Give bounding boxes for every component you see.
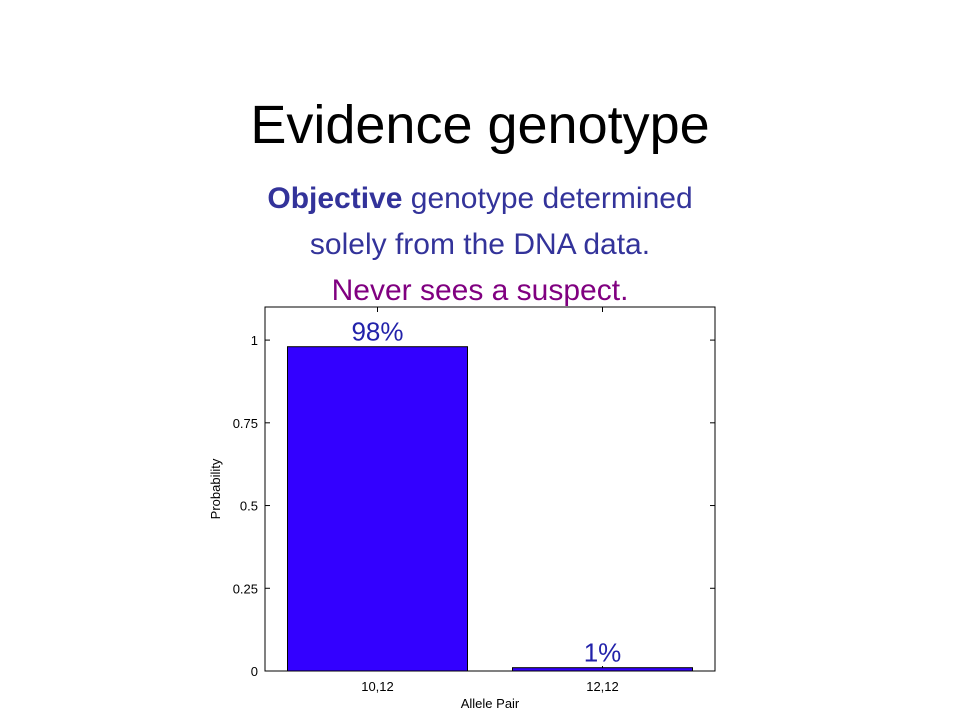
y-tick-label: 1 — [251, 333, 258, 348]
subtitle-line-3: Never sees a suspect. — [331, 274, 629, 307]
slide-title: Evidence genotype — [250, 95, 710, 155]
y-tick-label: 0.75 — [233, 416, 258, 431]
y-tick-label: 0.5 — [240, 499, 258, 514]
bar — [512, 667, 693, 672]
x-axis: 10,12 12,12 — [361, 307, 619, 694]
y-tick-label: 0.25 — [233, 581, 258, 596]
x-tick-label: 10,12 — [361, 679, 394, 694]
subtitle-emphasis-word: Objective — [267, 182, 403, 215]
y-tick-label: 0 — [251, 664, 258, 679]
plot-frame — [264, 306, 716, 672]
x-axis-label: Allele Pair — [461, 696, 520, 711]
bar — [287, 346, 468, 672]
subtitle-line-1-rest: genotype determined — [402, 182, 693, 215]
y-axis: 0 0.25 0.5 0.75 1 — [233, 333, 715, 679]
bar-data-label: 98% — [351, 317, 403, 347]
bars — [287, 346, 693, 672]
data-labels: 98% 1% — [351, 317, 621, 668]
subtitle-line-2: solely from the DNA data. — [309, 228, 651, 261]
subtitle-line-1: Objective genotype determined — [0, 176, 960, 222]
x-tick-label: 12,12 — [586, 679, 619, 694]
y-axis-label: Probability — [208, 458, 223, 519]
bar-data-label: 1% — [584, 638, 622, 668]
